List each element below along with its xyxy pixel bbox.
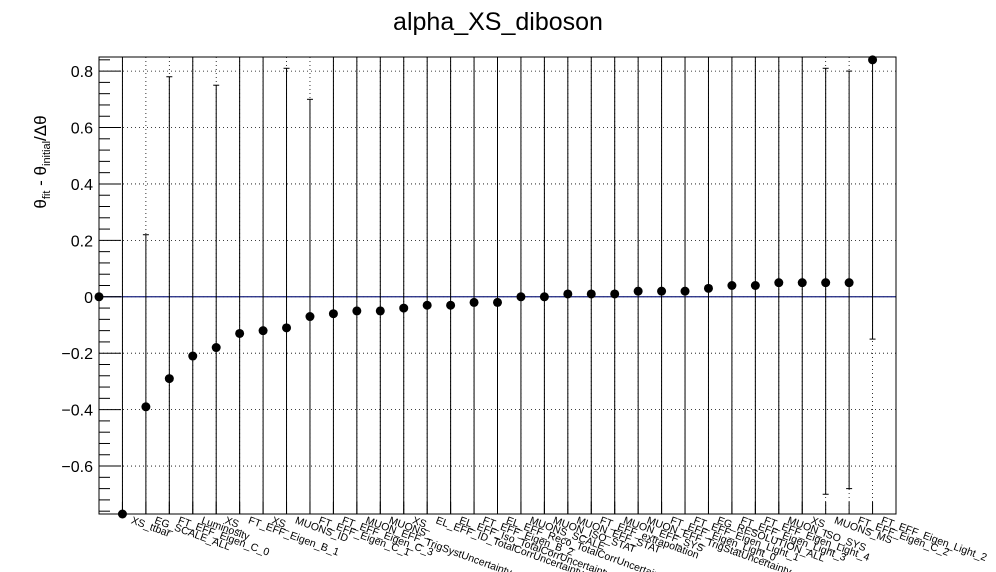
y-label-theta-2: θ [31,166,50,175]
data-point [422,300,432,310]
y-label-sub-initial: initial [41,141,53,166]
y-label-minus: - [31,175,50,190]
y-axis-label: θfit - θinitial/Δθ [31,115,53,208]
y-tick-label: 0.4 [71,177,93,194]
data-point [750,281,760,290]
chart-title: alpha_XS_diboson [393,8,603,36]
data-point [633,286,643,296]
data-point [610,289,620,299]
y-tick-label: 0.2 [71,233,93,250]
data-point [188,351,198,361]
data-point [563,289,573,299]
y-tick-label: −0.2 [61,346,93,363]
data-point [586,289,596,299]
data-point [516,292,526,302]
x-axis: XS_ttbarEG_SCALE_ALLFT_EFF_Eigen_C_0Lumi… [98,502,989,572]
data-point [539,292,549,302]
data-point [797,278,807,288]
y-tick-label: 0.8 [71,64,93,81]
y-label-theta: θ [31,199,50,208]
data-point [774,278,784,288]
data-point [305,312,315,322]
data-point [375,306,385,316]
data-point [164,374,174,384]
data-point [680,286,690,296]
y-label-sub-fit: fit [41,191,53,200]
data-point [235,328,245,338]
y-tick-label: 0.6 [71,121,93,138]
y-tick-label: 0 [84,290,93,307]
data-point [821,278,831,288]
data-point [399,303,409,313]
data-point [469,297,479,307]
y-tick-label: −0.6 [61,459,93,476]
data-point [282,323,292,333]
data-point [844,278,854,288]
data-point [352,306,362,316]
data-point [211,343,221,353]
y-axis: 0.8 0.6 0.4 0.2 0 −0.2 −0.4 −0.6 [61,59,121,512]
data-point [727,281,737,290]
y-label-tail: /Δθ [31,115,50,141]
data-point [258,326,268,336]
y-tick-label: −0.4 [61,403,93,420]
data-point [141,402,151,412]
data-markers [94,55,878,519]
data-point [703,283,713,293]
data-point [868,55,878,65]
data-point [446,300,456,310]
data-point [328,309,338,319]
data-point [493,297,502,307]
error-bars [119,56,876,515]
data-point [657,286,667,296]
